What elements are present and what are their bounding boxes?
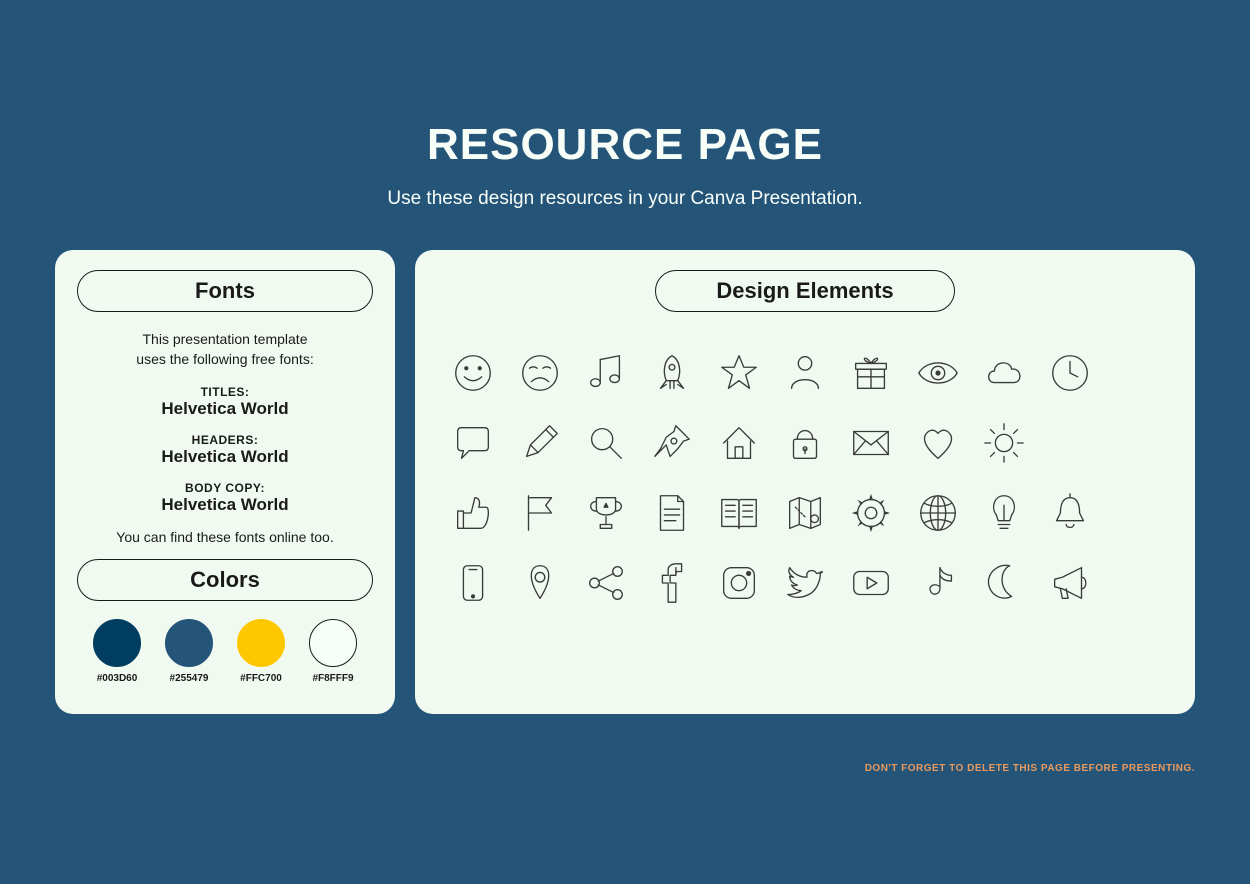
bell-icon <box>1044 490 1096 536</box>
book-icon <box>712 490 764 536</box>
fonts-intro: This presentation template uses the foll… <box>77 330 373 369</box>
fonts-colors-panel: Fonts This presentation template uses th… <box>55 250 395 714</box>
swatch-0: #003D60 <box>93 619 141 684</box>
share-icon <box>580 560 632 606</box>
colors-label: Colors <box>77 559 373 601</box>
magnifier-icon <box>580 420 632 466</box>
swatch-circle <box>93 619 141 667</box>
swatch-2: #FFC700 <box>237 619 285 684</box>
page-title: RESOURCE PAGE <box>0 120 1250 170</box>
heart-icon <box>912 420 964 466</box>
twitter-icon <box>779 560 831 606</box>
swatch-1: #255479 <box>165 619 213 684</box>
youtube-icon <box>845 560 897 606</box>
pushpin-icon <box>646 420 698 466</box>
smile-icon <box>447 350 499 396</box>
document-icon <box>646 490 698 536</box>
megaphone-icon <box>1044 560 1096 606</box>
blank-icon <box>1111 490 1163 536</box>
swatch-hex: #FFC700 <box>237 673 285 684</box>
pencil-icon <box>513 420 565 466</box>
globe-icon <box>912 490 964 536</box>
music-icon <box>580 350 632 396</box>
color-swatches: #003D60 #255479 #FFC700 #F8FFF9 <box>77 619 373 684</box>
icon-grid <box>437 330 1173 616</box>
frown-icon <box>513 350 565 396</box>
font-block-body: BODY COPY: Helvetica World <box>77 481 373 515</box>
instagram-icon <box>712 560 764 606</box>
eye-icon <box>912 350 964 396</box>
page-header: RESOURCE PAGE Use these design resources… <box>0 0 1250 210</box>
lock-icon <box>779 420 831 466</box>
font-name: Helvetica World <box>77 399 373 419</box>
gift-icon <box>845 350 897 396</box>
house-icon <box>712 420 764 466</box>
facebook-icon <box>646 560 698 606</box>
rocket-icon <box>646 350 698 396</box>
design-elements-label: Design Elements <box>655 270 955 312</box>
gear-icon <box>845 490 897 536</box>
map-icon <box>779 490 831 536</box>
swatch-3: #F8FFF9 <box>309 619 357 684</box>
phone-icon <box>447 560 499 606</box>
fonts-intro-line2: uses the following free fonts: <box>136 351 313 367</box>
blank-icon <box>1111 350 1163 396</box>
swatch-hex: #F8FFF9 <box>309 673 357 684</box>
panels-row: Fonts This presentation template uses th… <box>0 210 1250 714</box>
speech-bubble-icon <box>447 420 499 466</box>
trophy-icon <box>580 490 632 536</box>
font-block-headers: HEADERS: Helvetica World <box>77 433 373 467</box>
swatch-circle <box>309 619 357 667</box>
clock-icon <box>1044 350 1096 396</box>
swatch-hex: #255479 <box>165 673 213 684</box>
sun-icon <box>978 420 1030 466</box>
moon-icon <box>978 560 1030 606</box>
tiktok-icon <box>912 560 964 606</box>
fonts-outro: You can find these fonts online too. <box>77 529 373 545</box>
user-icon <box>779 350 831 396</box>
page-subtitle: Use these design resources in your Canva… <box>0 188 1250 210</box>
design-elements-panel: Design Elements <box>415 250 1195 714</box>
cloud-icon <box>978 350 1030 396</box>
fonts-intro-line1: This presentation template <box>143 331 308 347</box>
envelope-icon <box>845 420 897 466</box>
font-name: Helvetica World <box>77 495 373 515</box>
footer-note: DON'T FORGET TO DELETE THIS PAGE BEFORE … <box>865 763 1195 774</box>
font-name: Helvetica World <box>77 447 373 467</box>
location-pin-icon <box>513 560 565 606</box>
star-icon <box>712 350 764 396</box>
font-role: TITLES: <box>77 385 373 399</box>
blank-icon <box>1111 420 1163 466</box>
swatch-circle <box>237 619 285 667</box>
lightbulb-icon <box>978 490 1030 536</box>
swatch-circle <box>165 619 213 667</box>
blank-icon <box>1111 560 1163 606</box>
swatch-hex: #003D60 <box>93 673 141 684</box>
thumbs-up-icon <box>447 490 499 536</box>
font-block-titles: TITLES: Helvetica World <box>77 385 373 419</box>
fonts-label: Fonts <box>77 270 373 312</box>
font-role: HEADERS: <box>77 433 373 447</box>
font-role: BODY COPY: <box>77 481 373 495</box>
flag-icon <box>513 490 565 536</box>
blank-icon <box>1044 420 1096 466</box>
